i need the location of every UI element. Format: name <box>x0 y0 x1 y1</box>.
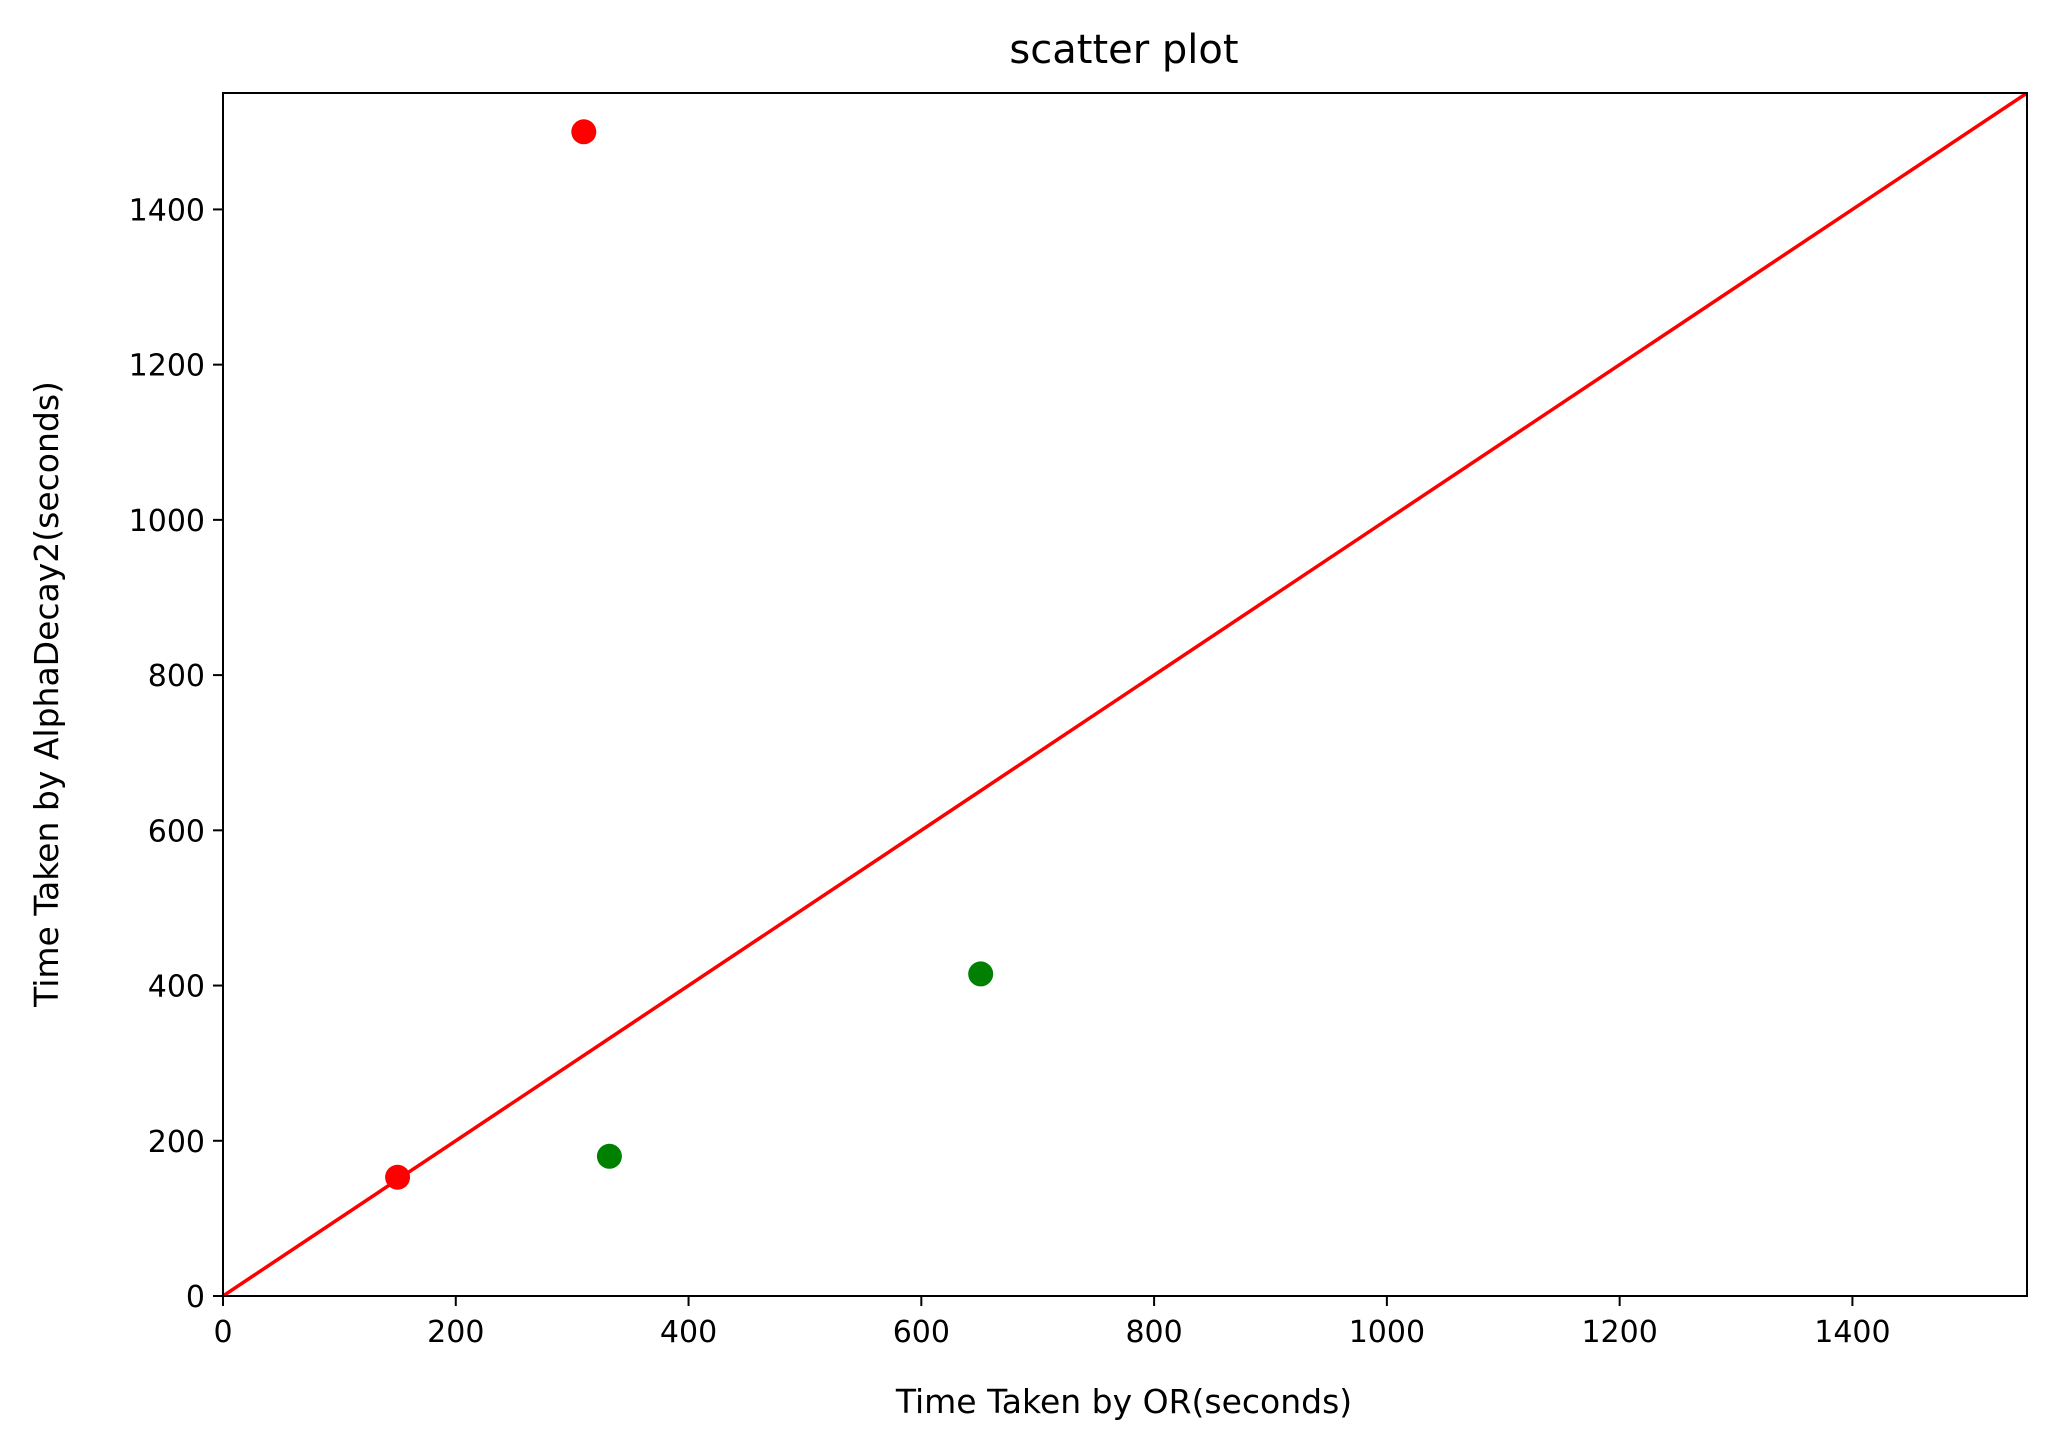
x-axis-label: Time Taken by OR(seconds) <box>895 1382 1352 1421</box>
y-tick-label: 800 <box>148 659 205 694</box>
y-tick-label: 400 <box>148 970 205 1005</box>
x-tick-label: 800 <box>1125 1315 1182 1350</box>
y-tick-label: 200 <box>148 1125 205 1160</box>
x-tick-label: 1200 <box>1581 1315 1657 1350</box>
y-tick-label: 1200 <box>129 349 205 384</box>
chart-title: scatter plot <box>1009 27 1238 73</box>
y-tick-label: 1400 <box>129 193 205 228</box>
x-tick-label: 1000 <box>1349 1315 1425 1350</box>
y-axis-label: Time Taken by AlphaDecay2(seconds) <box>27 381 66 1008</box>
y-tick-label: 0 <box>186 1280 205 1315</box>
x-axis: 0 200 400 600 800 1000 1200 1400 <box>213 1296 1891 1350</box>
plot-frame <box>222 92 2028 1297</box>
y-tick-label: 600 <box>148 814 205 849</box>
x-tick-label: 600 <box>893 1315 950 1350</box>
plot-content <box>223 93 2027 1296</box>
y-tick-label: 1000 <box>129 504 205 539</box>
x-tick-label: 0 <box>213 1315 232 1350</box>
scatter-point-0-1 <box>571 119 597 145</box>
x-tick-label: 200 <box>427 1315 484 1350</box>
scatter-point-1-0 <box>596 1143 622 1169</box>
x-tick-label: 1400 <box>1814 1315 1890 1350</box>
scatter-point-1-1 <box>968 961 994 987</box>
reference-line <box>223 93 2027 1296</box>
y-axis: 0 200 400 600 800 1000 1200 1400 <box>129 193 223 1315</box>
x-tick-label: 400 <box>660 1315 717 1350</box>
scatter-point-0-0 <box>385 1164 411 1190</box>
